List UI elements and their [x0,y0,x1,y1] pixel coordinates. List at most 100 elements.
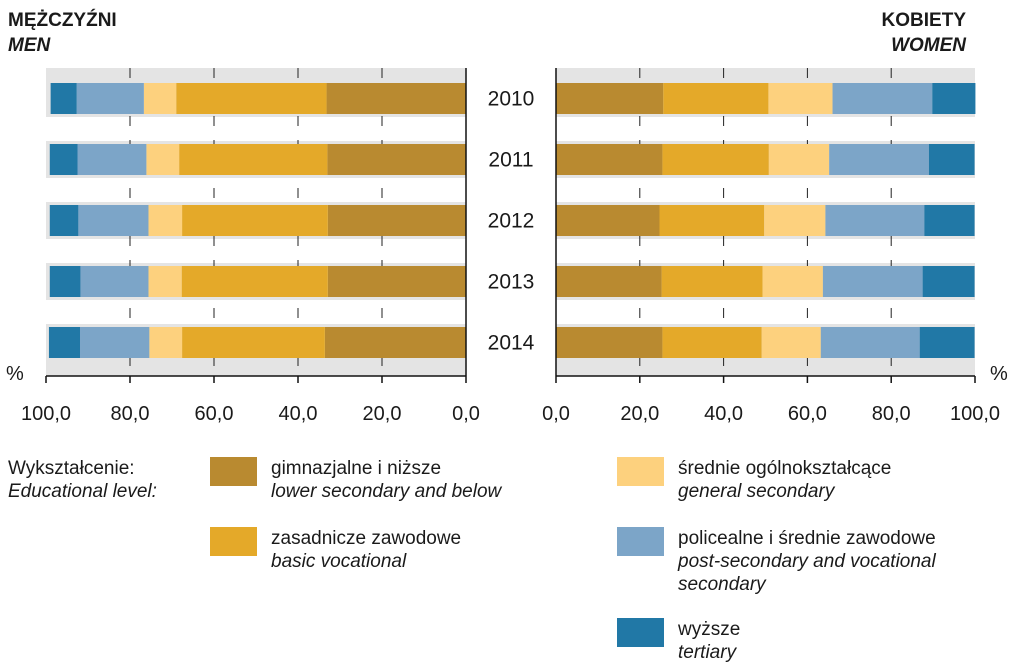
women-bar-general-secondary-2010 [768,83,833,114]
men-bar-post-secondary-2012 [78,205,149,236]
men-percent-symbol: % [6,363,24,385]
men-tick-label: 80,0 [111,403,150,425]
women-bar-general-secondary-2014 [761,327,821,358]
men-bar-general-secondary-2014 [149,327,183,358]
women-bar-post-secondary-2012 [825,205,925,236]
legend-item-tertiary: wyższe tertiary [617,618,740,664]
men-bar-post-secondary-2011 [77,144,147,175]
legend-swatch-lower-secondary [210,457,257,486]
men-bar-tertiary-2014 [48,327,81,358]
women-bar-post-secondary-2014 [820,327,920,358]
women-tick-label: 40,0 [704,403,743,425]
women-bar-post-secondary-2013 [822,266,923,297]
men-tick-label: 0,0 [452,403,480,425]
legend-label-pl: wyższe [678,619,741,640]
year-labels: 2010 2011 2012 2013 2014 [488,88,535,355]
men-row-gap [46,300,466,324]
legend-item-basic-vocational: zasadnicze zawodowe basic vocational [210,527,461,573]
men-panel-subtitle: MEN [8,35,52,56]
women-bar-post-secondary-2011 [829,144,929,175]
women-plot: 0,0 20,0 40,0 60,0 80,0 100,0 [542,68,1000,425]
year-label-2013: 2013 [488,271,535,294]
year-label-2012: 2012 [488,210,535,233]
men-bar-lower-secondary-2012 [327,205,466,236]
women-bar-basic-vocational-2012 [659,205,765,236]
women-bar-basic-vocational-2013 [661,266,763,297]
men-bar-basic-vocational-2013 [181,266,328,297]
legend-heading: Wykształcenie: Educational level: [8,457,157,503]
women-bar-general-secondary-2012 [764,205,826,236]
men-row-gap [46,117,466,141]
legend-heading-en: Educational level: [8,481,157,502]
men-bar-tertiary-2013 [49,266,81,297]
women-bar-lower-secondary-2012 [556,205,660,236]
women-tick-label: 0,0 [542,403,570,425]
legend-item-general-secondary: średnie ogólnokształcące general seconda… [617,457,891,503]
women-panel-title: KOBIETY [882,10,967,31]
legend-swatch-post-secondary [617,527,664,556]
women-bar-basic-vocational-2014 [662,327,762,358]
men-bar-general-secondary-2010 [143,83,177,114]
legend-item-lower-secondary: gimnazjalne i niższe lower secondary and… [210,457,501,503]
women-bar-general-secondary-2013 [762,266,823,297]
women-bar-tertiary-2012 [924,205,975,236]
men-bar-lower-secondary-2014 [324,327,466,358]
men-row-gap [46,239,466,263]
legend-label-pl: policealne i średnie zawodowe [678,528,936,549]
men-tick-label: 100,0 [21,403,71,425]
women-bar-post-secondary-2010 [832,83,933,114]
women-bar-tertiary-2010 [932,83,976,114]
legend-label-pl: gimnazjalne i niższe [271,458,442,479]
legend-swatch-tertiary [617,618,664,647]
legend-label-pl: zasadnicze zawodowe [271,528,462,549]
women-percent-symbol: % [990,363,1008,385]
women-bar-tertiary-2011 [928,144,975,175]
men-plot: 0,0 20,0 40,0 60,0 80,0 100,0 [21,68,480,425]
education-chart: MĘŻCZYŹNI MEN KOBIETY WOMEN % % 0,0 20,0 4… [6,9,1008,425]
year-label-2010: 2010 [488,88,535,111]
men-bar-general-secondary-2011 [146,144,180,175]
men-tick-label: 60,0 [195,403,234,425]
legend-label-en: lower secondary and below [271,481,502,502]
legend-label-pl: średnie ogólnokształcące [678,458,892,479]
men-bar-lower-secondary-2011 [327,144,466,175]
legend-swatch-basic-vocational [210,527,257,556]
women-bar-lower-secondary-2011 [556,144,663,175]
men-bar-basic-vocational-2012 [182,205,328,236]
women-row-gap [556,178,975,202]
men-bar-general-secondary-2012 [148,205,183,236]
men-panel-title: MĘŻCZYŹNI [8,9,117,31]
men-bar-basic-vocational-2010 [176,83,327,114]
men-bar-post-secondary-2014 [80,327,150,358]
men-bar-basic-vocational-2014 [182,327,325,358]
men-bar-post-secondary-2013 [80,266,149,297]
women-bar-lower-secondary-2010 [556,83,664,114]
year-label-2011: 2011 [488,149,533,172]
men-bar-lower-secondary-2010 [326,83,466,114]
women-bar-lower-secondary-2013 [556,266,662,297]
legend-label-en: tertiary [678,642,737,663]
women-bar-basic-vocational-2010 [663,83,769,114]
women-tick-label: 100,0 [950,403,1000,425]
women-bar-basic-vocational-2011 [662,144,769,175]
men-bar-lower-secondary-2013 [327,266,466,297]
men-tick-label: 40,0 [279,403,318,425]
women-row-gap [556,239,975,263]
women-bar-tertiary-2013 [922,266,975,297]
legend-heading-pl: Wykształcenie: [8,458,135,479]
women-bar-tertiary-2014 [919,327,975,358]
men-tick-label: 20,0 [363,403,402,425]
men-bar-basic-vocational-2011 [179,144,328,175]
men-bar-tertiary-2011 [49,144,78,175]
men-bar-post-secondary-2010 [76,83,144,114]
legend-swatch-general-secondary [617,457,664,486]
legend-label-en: general secondary [678,481,835,502]
women-bar-lower-secondary-2014 [556,327,663,358]
men-bar-tertiary-2012 [49,205,79,236]
men-row-gap [46,178,466,202]
legend-label-en: basic vocational [271,551,407,572]
women-panel-subtitle: WOMEN [891,35,967,56]
women-tick-label: 20,0 [620,403,659,425]
women-row-gap [556,300,975,324]
year-label-2014: 2014 [488,332,535,355]
